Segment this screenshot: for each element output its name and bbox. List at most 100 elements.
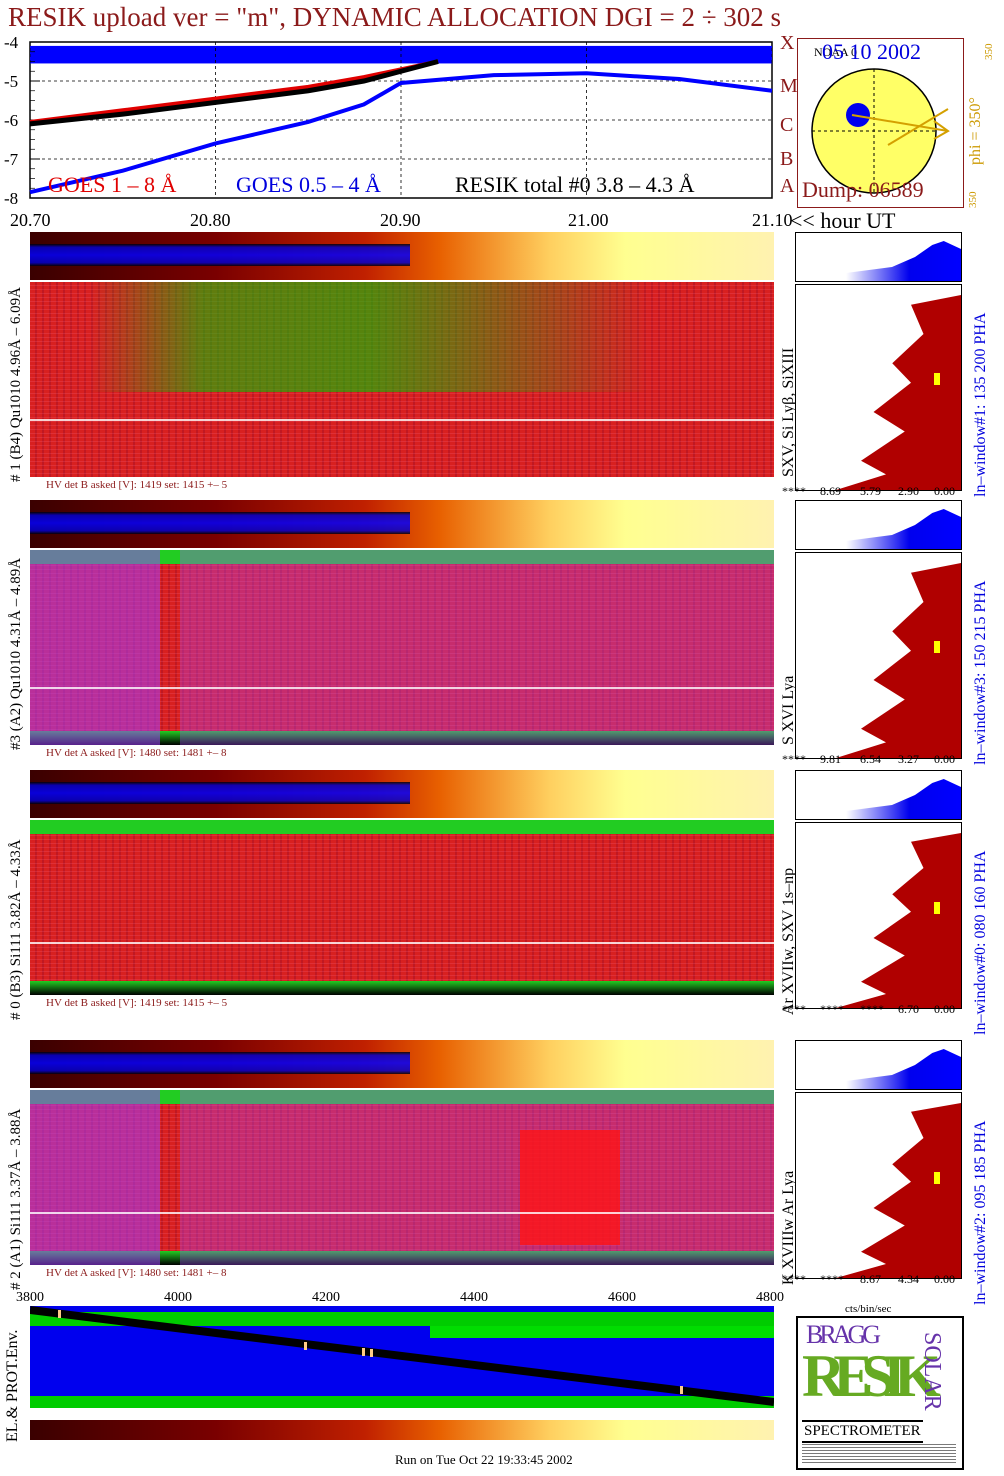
time-tick-0: 20.70 — [10, 210, 51, 230]
channel-1-pha-axis-2: 6.54 — [860, 752, 881, 766]
channel-2-green-top — [30, 820, 774, 834]
logo-spectrometer: SPECTROMETER — [802, 1420, 923, 1443]
env-marker-2 — [304, 1342, 307, 1350]
channel-1-pha-hist-fill — [836, 563, 961, 758]
channel-0-pha-axis-3: 2.90 — [898, 484, 919, 498]
channel-3-left-label: # 2 (A1) Si111 3.37Å – 3.88Å — [8, 1108, 24, 1290]
logo-solar: SOLAR — [919, 1332, 945, 1411]
channel-2-lightband-blue — [30, 782, 410, 804]
env-label: EL.& PROT.Env. — [4, 1329, 21, 1442]
channel-3-window-label: ln–window#2: 095 185 PHA — [972, 1120, 989, 1305]
sun-panel: NOAA 0 05 10 2002 Dump: 06589 — [797, 38, 964, 208]
channel-1-pha-hist — [795, 552, 962, 759]
dump-label: Dump: 06589 — [802, 177, 924, 202]
channel-1-hv-text: HV det A asked [V]: 1480 set: 1481 +– 8 — [46, 747, 227, 759]
channel-0-pha-top-fill — [846, 241, 961, 281]
channel-3-pha-hist-fill — [836, 1103, 961, 1278]
env-green-band-right — [430, 1326, 774, 1338]
channel-1-pha-top-fill — [846, 509, 961, 549]
logo-bragg: BRAGG — [806, 1320, 881, 1349]
env-green-band-bottom — [30, 1396, 774, 1408]
channel-0-pha-marker — [934, 373, 940, 385]
time-axis-suffix: << hour UT — [790, 208, 896, 233]
channel-2-hv-text: HV det B asked [V]: 1419 set: 1415 +– 5 — [46, 997, 228, 1009]
channel-1-window-label: ln–window#3: 150 215 PHA — [972, 580, 989, 765]
goes-ytick-label-4: -8 — [4, 189, 18, 208]
channel-2-pha-top-fill — [846, 779, 961, 819]
channel-2-pha-axis-3: 6.70 — [898, 1002, 919, 1016]
phi-bottom: 350 — [967, 191, 979, 209]
bottom-tick-3: 4400 — [460, 1290, 488, 1305]
phi-label: phi = 350° — [967, 97, 984, 165]
channel-3-pha-axis-1: **** — [820, 1272, 844, 1286]
env-green-band-top — [30, 1312, 774, 1326]
channel-2-pha-hist — [795, 822, 962, 1009]
channel-0-left-label: # 1 (B4) Qu1010 4.96Å – 6.09Å — [8, 287, 24, 482]
channel-1-pha-marker — [934, 641, 940, 653]
channel-3-green-bottom — [30, 1251, 774, 1265]
channel-1-pha-axis-3: 3.27 — [898, 752, 919, 766]
channel-2-left-label: # 0 (B3) Si111 3.82Å – 4.33Å — [8, 839, 24, 1020]
channel-0-pha-axis-0: **** — [782, 484, 806, 498]
channel-0-pha-top — [795, 232, 962, 282]
legend-goes-05-4: GOES 0.5 – 4 Å — [236, 172, 381, 197]
time-tick-1: 20.80 — [190, 210, 231, 230]
phi-top: 350 — [983, 43, 995, 61]
channel-2-pha-axis-4: 0.00 — [934, 1002, 955, 1016]
channel-0-pha-hist-fill — [836, 295, 961, 490]
channel-3-pha-axis-0: **** — [782, 1272, 806, 1286]
channel-3-pha-marker — [934, 1172, 940, 1184]
time-tick-2: 20.90 — [380, 210, 421, 230]
channel-1-pha-top — [795, 500, 962, 550]
channel-3-lightband-blue — [30, 1052, 410, 1074]
time-tick-3: 21.00 — [568, 210, 609, 230]
channel-2-pha-axis-0: **** — [782, 1002, 806, 1016]
class-x: X — [780, 32, 795, 54]
page-title: RESIK upload ver = "m", DYNAMIC ALLOCATI… — [8, 2, 782, 32]
legend-resik-total: RESIK total #0 3.8 – 4.3 Å — [455, 172, 695, 197]
env-track-line — [30, 1306, 774, 1406]
goes-ytick-label-3: -7 — [4, 150, 19, 169]
env-track — [30, 1306, 774, 1406]
channel-2-pha-top — [795, 770, 962, 820]
channel-3-pha-axis-3: 4.34 — [898, 1272, 919, 1286]
pointing-arrow — [851, 114, 949, 132]
channel-1-pha-axis-4: 0.00 — [934, 752, 955, 766]
channel-3-violet-left — [30, 1090, 160, 1265]
channel-0-pha-hist — [795, 284, 962, 491]
pointing-arrow-head — [933, 120, 950, 140]
channel-2-spec-texture — [30, 820, 774, 995]
channel-1-spectrogram — [30, 550, 774, 745]
date-label: 05 10 2002 — [822, 39, 921, 64]
bottom-tick-2: 4200 — [312, 1290, 340, 1305]
resik-logo: BRAGG RESIK SOLAR SPECTROMETER — [796, 1316, 964, 1470]
channel-2-spec-rows — [30, 820, 774, 995]
channel-0-green-region — [90, 282, 650, 392]
goes-chart: -4 -5 -6 -7 -8 — [4, 33, 773, 208]
goes-ytick-label-2: -6 — [4, 111, 18, 130]
logo-resik: RESIK — [802, 1343, 941, 1409]
channel-3-pha-top-fill — [846, 1049, 961, 1089]
channel-0-white-line — [30, 419, 774, 421]
channel-3-violet-wash — [180, 1090, 774, 1265]
channel-0-window-label: ln–window#1: 135 200 PHA — [972, 312, 989, 497]
class-b: B — [780, 148, 794, 170]
class-a: A — [780, 175, 795, 197]
legend-goes-1-8: GOES 1 – 8 Å — [48, 172, 177, 197]
channel-2-pha-axis-1: **** — [820, 1002, 844, 1016]
channel-0-hv-text: HV det B asked [V]: 1419 set: 1415 +– 5 — [46, 479, 228, 491]
logo-fineprint — [802, 1444, 956, 1464]
env-marker-5 — [680, 1386, 683, 1394]
channel-3-white-line — [30, 1212, 774, 1214]
channel-1-violet-wash — [180, 550, 774, 745]
channel-1-pha-axis-0: **** — [782, 752, 806, 766]
channel-3-pha-hist — [795, 1092, 962, 1279]
env-marker-3 — [362, 1348, 365, 1356]
class-m: M — [780, 75, 798, 97]
channel-1-green-bottom — [30, 731, 774, 745]
pointing-arrow-tail — [887, 108, 949, 146]
env-marker-4 — [370, 1349, 373, 1357]
time-tick-4: 21.10 — [752, 210, 793, 230]
bottom-tick-1: 4000 — [164, 1290, 192, 1305]
bottom-tick-4: 4600 — [608, 1290, 636, 1305]
